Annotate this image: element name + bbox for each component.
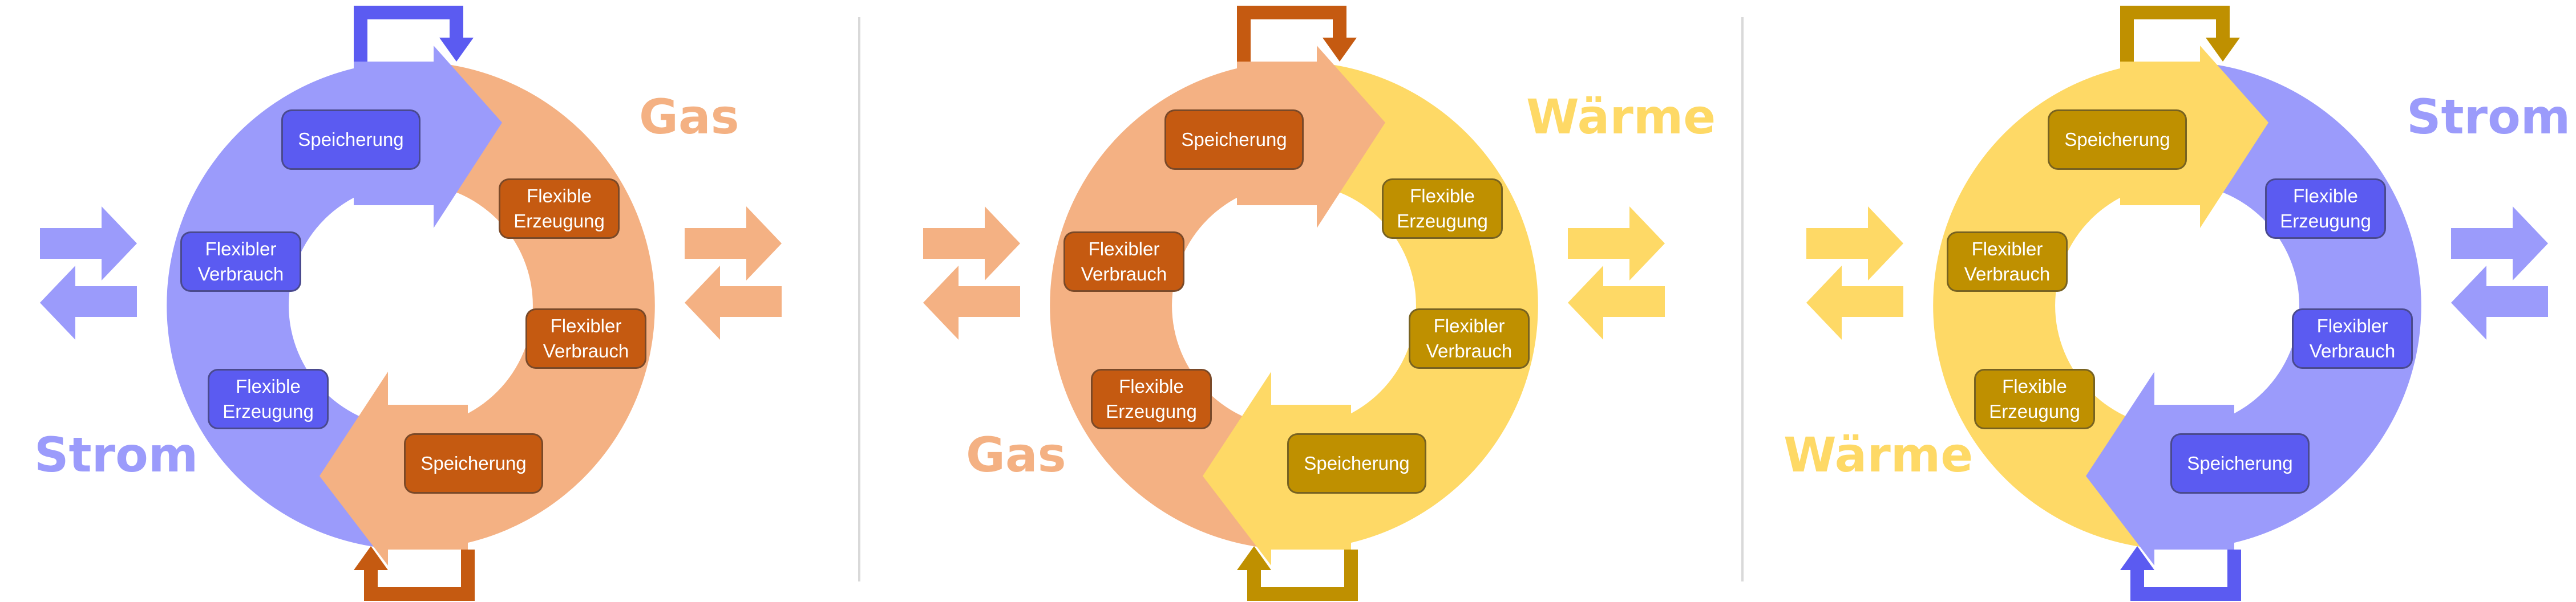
right-flexible-generation-box: Flexible Erzeugung bbox=[499, 178, 620, 239]
top-transfer-arrow bbox=[1237, 6, 1346, 62]
left-sector-label: Strom bbox=[34, 427, 199, 483]
left-flexible-generation-box: Flexible Erzeugung bbox=[1974, 369, 2095, 429]
right-sector-label: Gas bbox=[639, 89, 739, 145]
bottom-cycle-arrow bbox=[320, 372, 468, 566]
left-sector-label: Wärme bbox=[1784, 427, 1974, 483]
left-exchange-arrows-icon bbox=[40, 206, 137, 340]
left-exchange-arrows-icon bbox=[1806, 206, 1903, 340]
right-exchange-arrows-icon bbox=[2451, 206, 2548, 340]
bottom-transfer-arrowhead bbox=[2120, 546, 2154, 570]
panel-waerme-strom: Wärme Strom Speicherung Flexibler Verbra… bbox=[1766, 0, 2576, 602]
bottom-transfer-arrow bbox=[364, 550, 475, 601]
panel-divider bbox=[1741, 17, 1744, 581]
right-flexible-consumption-box: Flexibler Verbrauch bbox=[2292, 308, 2413, 369]
left-flexible-consumption-box: Flexibler Verbrauch bbox=[1063, 231, 1184, 292]
left-storage-box: Speicherung bbox=[281, 109, 420, 170]
bottom-transfer-arrow bbox=[1247, 550, 1358, 601]
bottom-transfer-arrowhead bbox=[1237, 546, 1271, 570]
right-exchange-arrows-icon bbox=[685, 206, 782, 340]
left-flexible-consumption-box: Flexibler Verbrauch bbox=[180, 231, 301, 292]
top-cycle-arrow bbox=[2120, 46, 2268, 228]
right-storage-box: Speicherung bbox=[404, 433, 543, 494]
left-flexible-consumption-box: Flexibler Verbrauch bbox=[1947, 231, 2068, 292]
left-exchange-arrows-icon bbox=[923, 206, 1020, 340]
bottom-cycle-arrow bbox=[1203, 372, 1351, 566]
left-storage-box: Speicherung bbox=[2048, 109, 2187, 170]
right-sector-label: Wärme bbox=[1526, 89, 1716, 145]
bottom-transfer-arrowhead bbox=[354, 546, 388, 570]
panel-gas-waerme: Gas Wärme Speicherung Flexibler Verbrauc… bbox=[883, 0, 1742, 602]
panel-strom-gas: Strom Gas Speicherung Flexibler Verbrauc… bbox=[0, 0, 859, 602]
left-storage-box: Speicherung bbox=[1164, 109, 1304, 170]
bottom-cycle-arrow bbox=[2086, 372, 2234, 566]
right-storage-box: Speicherung bbox=[2170, 433, 2310, 494]
right-storage-box: Speicherung bbox=[1287, 433, 1426, 494]
left-flexible-generation-box: Flexible Erzeugung bbox=[208, 369, 329, 429]
top-transfer-arrowhead bbox=[439, 38, 474, 62]
top-transfer-arrow bbox=[354, 6, 463, 62]
top-cycle-arrow bbox=[1237, 46, 1385, 228]
top-transfer-arrowhead bbox=[2206, 38, 2240, 62]
left-sector-label: Gas bbox=[966, 427, 1066, 483]
top-cycle-arrow bbox=[354, 46, 502, 228]
right-flexible-generation-box: Flexible Erzeugung bbox=[2265, 178, 2386, 239]
right-flexible-generation-box: Flexible Erzeugung bbox=[1382, 178, 1503, 239]
top-transfer-arrowhead bbox=[1323, 38, 1357, 62]
right-exchange-arrows-icon bbox=[1568, 206, 1665, 340]
right-sector-label: Strom bbox=[2407, 89, 2571, 145]
bottom-transfer-arrow bbox=[2130, 550, 2241, 601]
top-transfer-arrow bbox=[2120, 6, 2230, 62]
left-flexible-generation-box: Flexible Erzeugung bbox=[1091, 369, 1212, 429]
panel-divider bbox=[858, 17, 860, 581]
right-flexible-consumption-box: Flexibler Verbrauch bbox=[1409, 308, 1530, 369]
right-flexible-consumption-box: Flexibler Verbrauch bbox=[525, 308, 646, 369]
